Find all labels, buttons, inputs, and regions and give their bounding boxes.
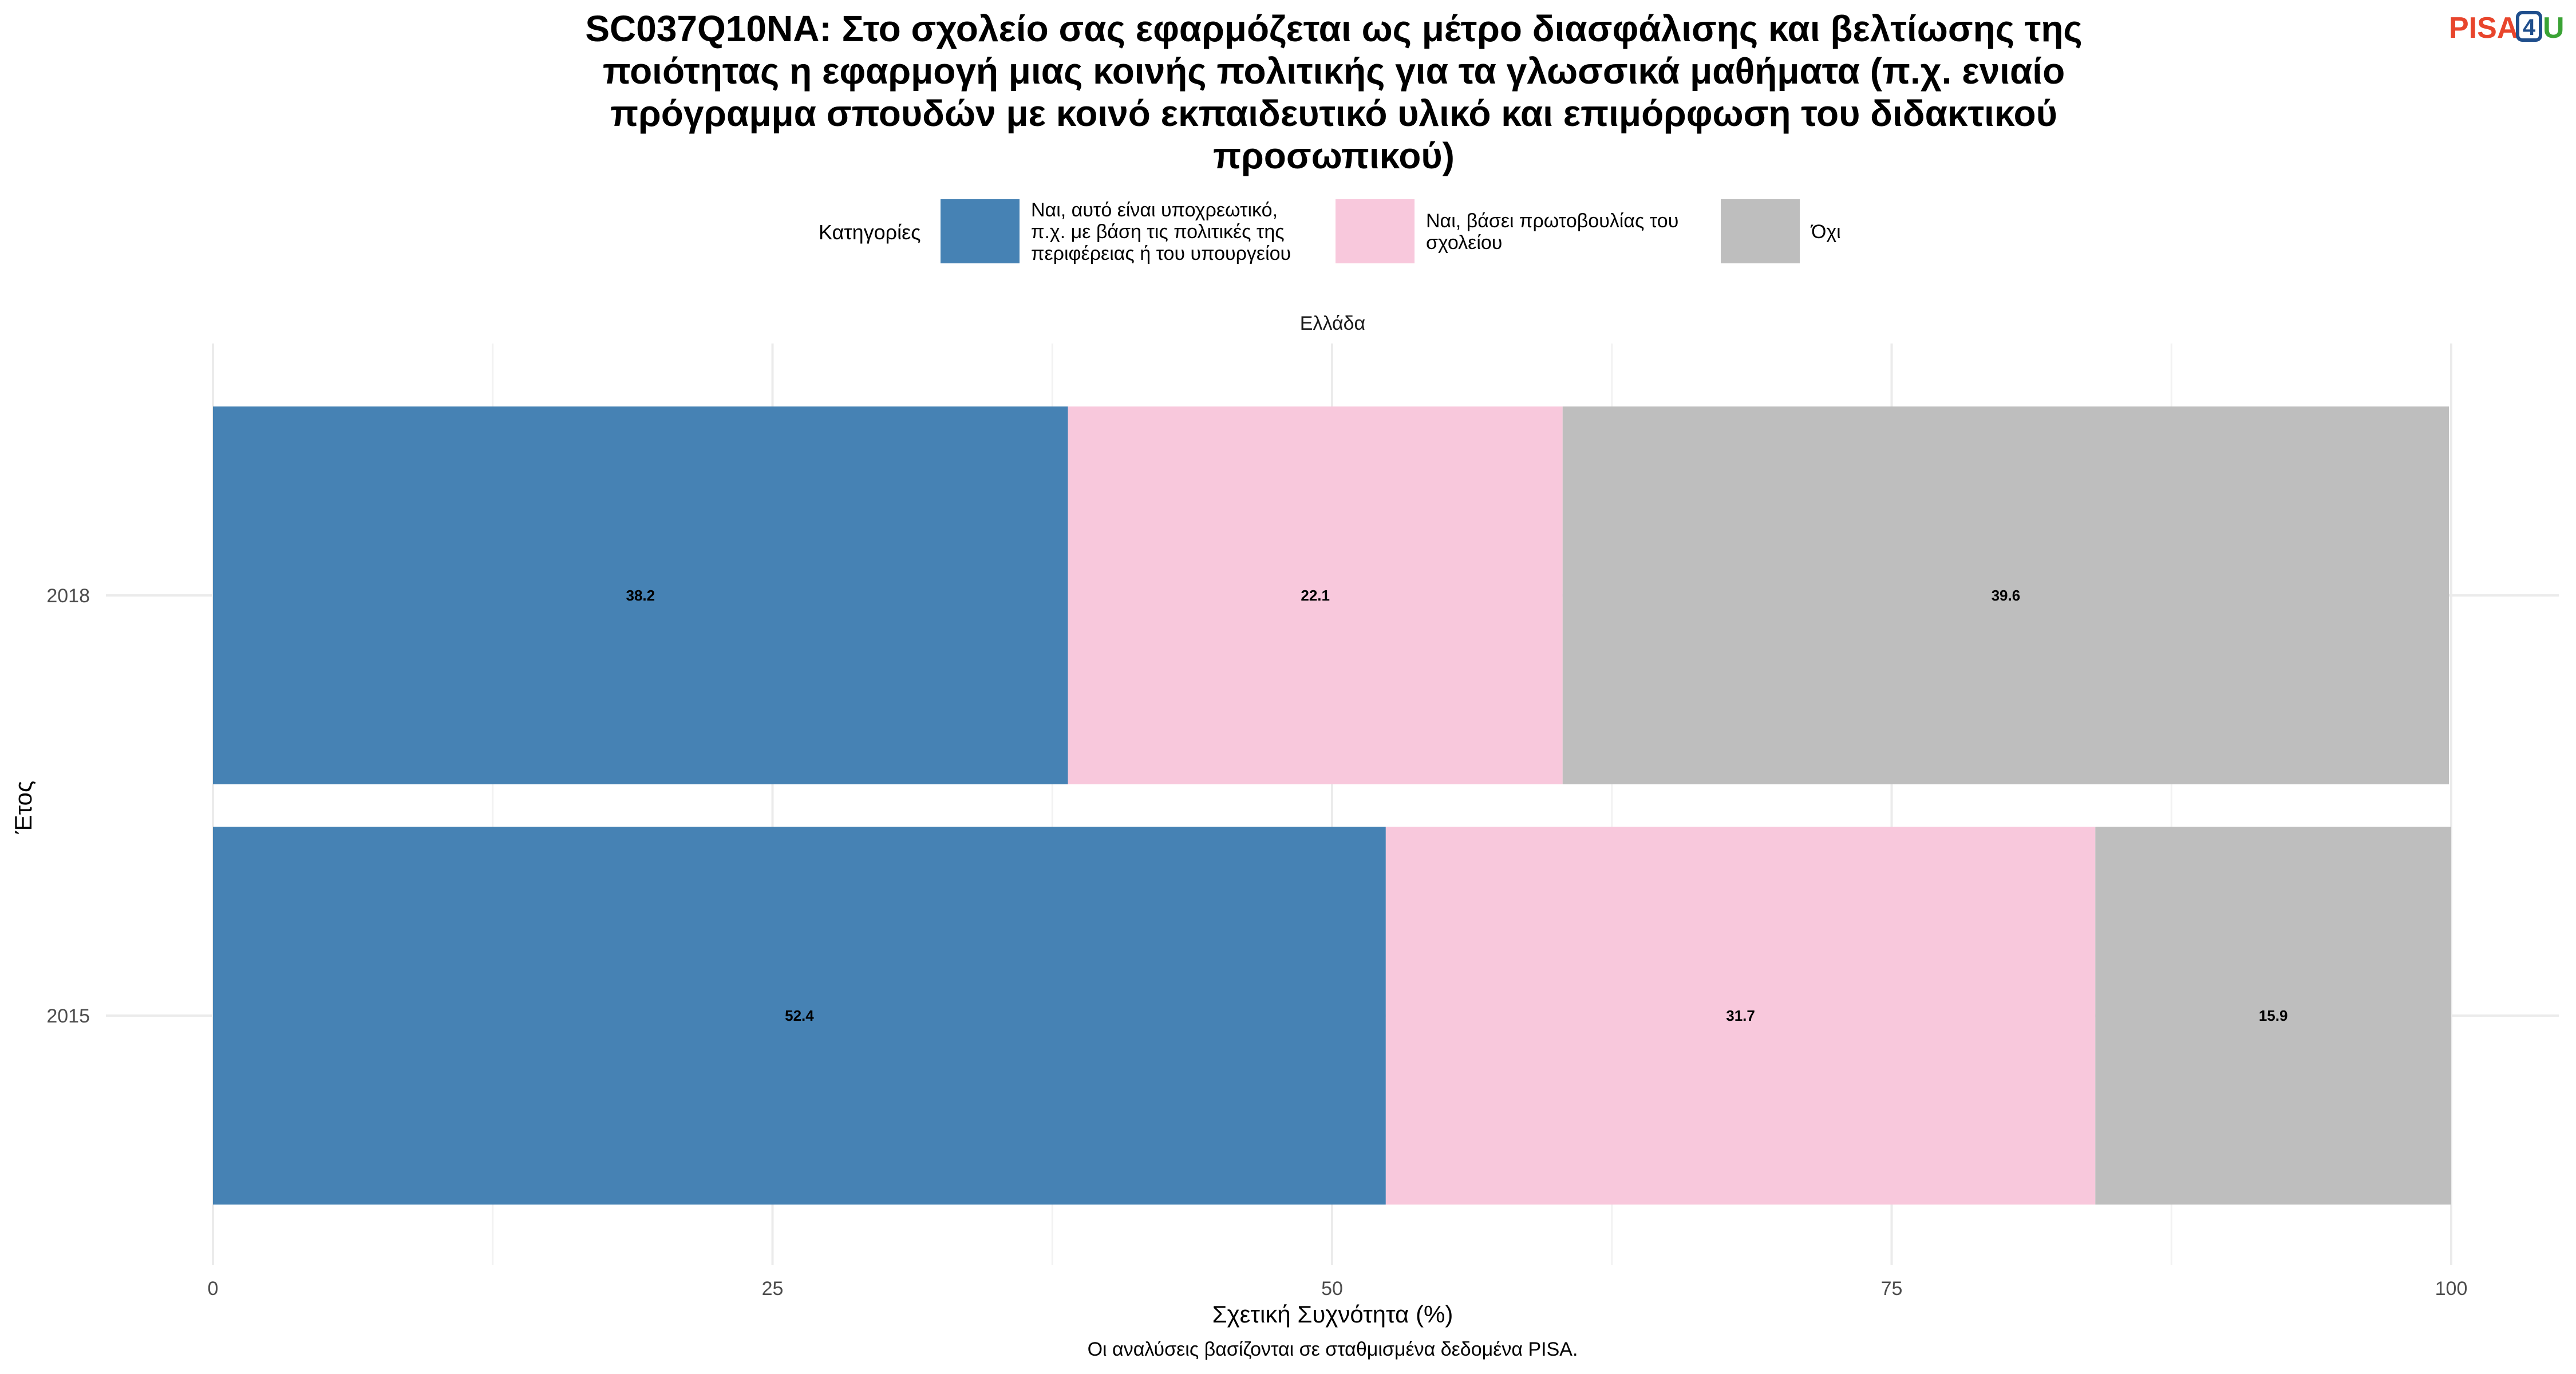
y-tick-label: 2015 [46, 1005, 90, 1027]
bar-segment [2095, 827, 2451, 1205]
bar-value-label: 22.1 [1301, 587, 1330, 604]
facet-label: Ελλάδα [1300, 313, 1365, 334]
legend-label: π.χ. με βάση τις πολιτικές της [1031, 221, 1285, 243]
y-axis-title: Έτος [10, 781, 37, 835]
x-tick-label: 25 [762, 1278, 784, 1300]
x-tick-label: 50 [1321, 1278, 1343, 1300]
chart-title: SC037Q10NA: Στο σχολείο σας εφαρμόζεται … [585, 8, 2082, 176]
bar-value-label: 15.9 [2259, 1007, 2288, 1024]
legend-label: σχολείου [1426, 232, 1502, 254]
bar-segment [1385, 827, 2096, 1205]
x-axis-title: Σχετική Συχνότητα (%) [1212, 1301, 1453, 1328]
bar-value-label: 39.6 [1992, 587, 2021, 604]
x-tick-label: 100 [2435, 1278, 2468, 1300]
chart-title-line: πρόγραμμα σπουδών με κοινό εκπαιδευτικό … [610, 93, 2057, 134]
legend-key [1336, 199, 1415, 263]
logo-u-text: U [2543, 11, 2565, 45]
bar-segment [1562, 406, 2449, 784]
bar-value-label: 31.7 [1726, 1007, 1755, 1024]
chart-title-line: SC037Q10NA: Στο σχολείο σας εφαρμόζεται … [585, 8, 2082, 49]
chart-title-line: ποιότητας η εφαρμογή μιας κοινής πολιτικ… [603, 50, 2065, 92]
legend-label: Ναι, αυτό είναι υποχρεωτικό, [1031, 199, 1278, 221]
pisa4u-logo: PISA 4 U [2449, 11, 2565, 45]
legend: Κατηγορίες Ναι, αυτό είναι υποχρεωτικό,π… [819, 199, 1841, 264]
logo-4-box [2516, 11, 2542, 42]
legend-label: περιφέρειας ή του υπουργείου [1031, 243, 1291, 264]
legend-label: Όχι [1810, 221, 1841, 243]
chart-title-line: προσωπικού) [1213, 135, 1455, 176]
legend-label: Ναι, βάσει πρωτοβουλίας του [1426, 210, 1678, 232]
legend-key [941, 199, 1020, 263]
bar-segment [1068, 406, 1563, 784]
legend-key [1721, 199, 1800, 263]
bar-segment [213, 827, 1386, 1205]
bar-segment [213, 406, 1068, 784]
bar-value-label: 38.2 [626, 587, 655, 604]
chart-caption: Οι αναλύσεις βασίζονται σε σταθμισμένα δ… [1088, 1339, 1578, 1360]
logo-pisa-text: PISA [2449, 11, 2518, 45]
logo-4-text: 4 [2523, 15, 2536, 40]
x-tick-label: 75 [1881, 1278, 1903, 1300]
bar-value-label: 52.4 [785, 1007, 814, 1024]
legend-title: Κατηγορίες [819, 220, 921, 244]
x-tick-label: 0 [208, 1278, 219, 1300]
y-tick-label: 2018 [46, 585, 90, 607]
